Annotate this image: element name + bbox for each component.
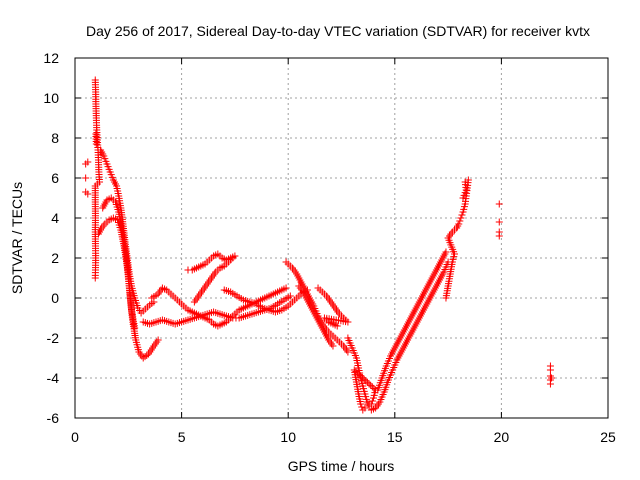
data-point-descent-B	[154, 336, 162, 344]
y-tick-label: 4	[51, 210, 59, 226]
data-point-deep-dip-left	[363, 378, 371, 386]
data-points	[82, 76, 556, 414]
data-point-scattered-22h	[548, 374, 556, 382]
data-point-descent-B	[139, 354, 147, 362]
data-point-scattered-20h	[495, 232, 503, 240]
data-point-deep-dip-left	[358, 403, 366, 411]
axis-ticks: 0 5 10 15 20 25 -6 -4 -2 0 2 4 6 8 10 12	[43, 50, 616, 445]
y-axis-label: SDTVAR / TECUs	[9, 182, 25, 294]
data-point-deep-dip-left	[357, 400, 365, 408]
data-point-scattered-20h	[495, 200, 503, 208]
data-point-deep-dip-left	[358, 374, 366, 382]
data-point-plateau-1	[286, 292, 294, 300]
grid-lines	[75, 58, 608, 418]
y-tick-label: 0	[51, 290, 59, 306]
plot-area-frame	[74, 57, 609, 419]
data-point-spike-1h	[92, 130, 100, 138]
data-point-isolated-start	[84, 190, 92, 198]
x-tick-label: 5	[178, 429, 186, 445]
data-point-deep-dip-left	[360, 375, 368, 383]
data-point-plateau-2	[282, 284, 290, 292]
x-tick-label: 10	[280, 429, 296, 445]
data-point-deep-dip-left	[368, 397, 376, 405]
y-tick-label: -4	[47, 370, 60, 386]
y-tick-label: 6	[51, 170, 59, 186]
data-point-deep-dip-left	[362, 377, 370, 385]
data-point-rise-late	[459, 194, 467, 202]
data-point-sidebranch-11h	[329, 342, 337, 350]
data-point-rise-late	[455, 220, 463, 228]
y-tick-label: -6	[47, 410, 60, 426]
data-point-rise-late	[456, 217, 464, 225]
data-point-deep-dip-left	[368, 383, 376, 391]
x-tick-label: 15	[387, 429, 403, 445]
data-point-scattered-20h	[495, 218, 503, 226]
data-point-deep-dip-left	[370, 384, 378, 392]
data-point-isolated-start	[82, 174, 90, 182]
data-point-deep-dip-left	[367, 381, 375, 389]
data-point-descent-B	[143, 351, 151, 359]
y-tick-label: 12	[43, 50, 59, 66]
data-point-sidebranch-11h	[333, 322, 341, 330]
data-point-descent-B	[141, 353, 149, 361]
data-point-deep-dip-left	[361, 404, 369, 412]
data-point-deep-dip-left	[365, 380, 373, 388]
chart-title: Day 256 of 2017, Sidereal Day-to-day VTE…	[86, 23, 590, 39]
y-tick-label: 8	[51, 130, 59, 146]
y-tick-label: 2	[51, 250, 59, 266]
data-point-deep-dip-left	[357, 372, 365, 380]
data-point-rise-parallel	[442, 248, 450, 256]
y-tick-label: 10	[43, 90, 59, 106]
data-point-spike-1h	[91, 274, 99, 282]
data-point-rise-late	[458, 211, 466, 219]
data-point-rise-late	[457, 214, 465, 222]
x-axis-label: GPS time / hours	[288, 458, 395, 474]
data-point-arc-lower	[229, 254, 237, 262]
y-tick-label: -2	[47, 330, 60, 346]
data-point-descent-C	[131, 324, 139, 332]
x-tick-label: 25	[600, 429, 616, 445]
data-point-isolated-start	[84, 158, 92, 166]
data-point-scattered-22h	[546, 366, 554, 374]
x-tick-label: 20	[494, 429, 510, 445]
data-point-deep-dip-left	[367, 400, 375, 408]
x-tick-label: 0	[71, 429, 79, 445]
data-point-scattered-22h	[546, 380, 554, 388]
data-point-hump-10h	[344, 348, 352, 356]
